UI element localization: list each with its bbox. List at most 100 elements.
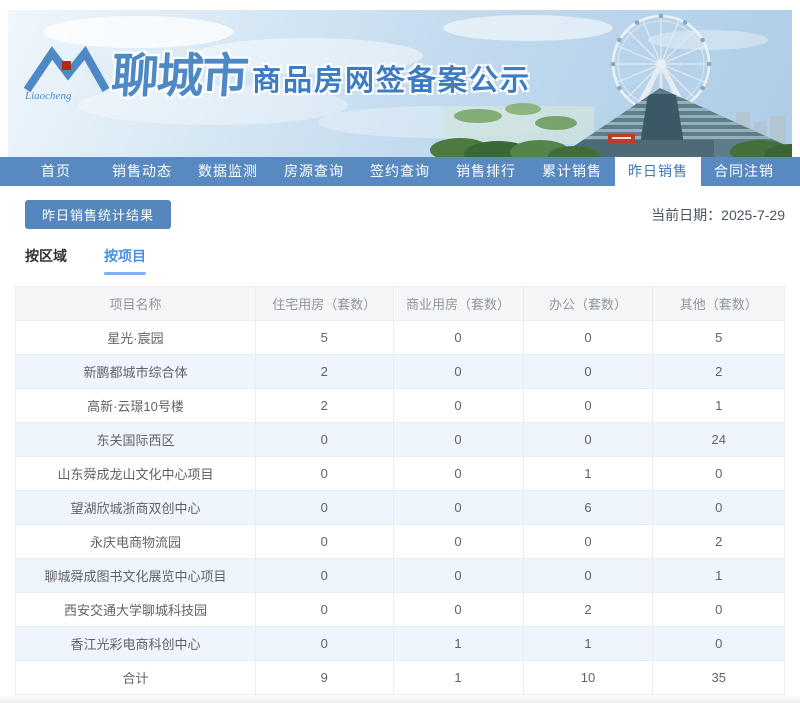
- view-tab-by-project[interactable]: 按项目: [104, 246, 146, 275]
- project-name-cell: 望湖欣城浙商双创中心: [15, 490, 256, 525]
- clouds-graphic: [43, 15, 768, 138]
- count-cell: 0: [522, 558, 654, 593]
- count-cell: 0: [392, 456, 524, 491]
- city-name-calligraphy: 聊城市: [109, 50, 249, 103]
- count-cell: 0: [392, 558, 524, 593]
- count-cell: 0: [652, 626, 785, 661]
- count-cell: 0: [392, 592, 524, 627]
- table-body: 星光·宸园 5 0 0 5 新鹏都城市综合体 2 0 0 2 高新·云璟10号楼 2 0 0 1 东关国际西区…: [15, 320, 785, 695]
- view-tab-by-region[interactable]: 按区域: [25, 246, 67, 275]
- main-nav: 首页 销售动态 数据监测 房源查询 签约查询 销售排行 累计销售 昨日销售 合同注销: [0, 157, 800, 186]
- column-header: 办公（套数）: [522, 286, 654, 321]
- current-date-label: 当前日期：: [651, 206, 722, 223]
- nav-item-listing-query[interactable]: 房源查询: [284, 163, 344, 179]
- count-cell: 24: [652, 422, 785, 457]
- view-tabs: 按区域 按项目: [25, 246, 800, 275]
- count-cell: 0: [254, 626, 394, 661]
- column-header: 其他（套数）: [652, 286, 785, 321]
- site-title: 商品房网签备案公示: [252, 65, 532, 97]
- project-name-cell: 新鹏都城市综合体: [15, 354, 256, 389]
- nav-item-contract-cancellation[interactable]: 合同注销: [714, 163, 774, 179]
- logo-red-square: [62, 61, 71, 70]
- project-name-cell: 山东舜成龙山文化中心项目: [15, 456, 256, 491]
- count-cell: 5: [254, 320, 394, 355]
- count-cell: 1: [522, 626, 654, 661]
- count-cell: 2: [652, 524, 785, 559]
- count-cell: 6: [522, 490, 654, 525]
- table-row: 永庆电商物流园 0 0 0 2: [15, 524, 785, 559]
- table-row: 星光·宸园 5 0 0 5: [15, 320, 785, 355]
- count-cell: 0: [522, 354, 654, 389]
- table-row: 望湖欣城浙商双创中心 0 0 6 0: [15, 490, 785, 525]
- count-cell: 0: [254, 456, 394, 491]
- nav-item-home[interactable]: 首页: [41, 163, 71, 179]
- project-name-cell: 星光·宸园: [15, 320, 256, 355]
- count-cell: 0: [392, 320, 524, 355]
- table-row: 聊城舜成图书文化展览中心项目 0 0 0 1: [15, 558, 785, 593]
- count-cell: 10: [522, 660, 654, 695]
- count-cell: 0: [392, 388, 524, 423]
- view-tab-label: 按项目: [104, 248, 146, 264]
- project-name-cell: 高新·云璟10号楼: [15, 388, 256, 423]
- table-row: 新鹏都城市综合体 2 0 0 2: [15, 354, 785, 389]
- count-cell: 1: [392, 660, 524, 695]
- water-islands-graphic: [444, 103, 594, 144]
- banner-landscape-graphic: [43, 13, 792, 157]
- current-date: 当前日期：2025-7-29: [651, 205, 785, 225]
- nav-item-signing-query[interactable]: 签约查询: [370, 163, 430, 179]
- count-cell: 2: [652, 354, 785, 389]
- view-tab-label: 按区域: [25, 248, 67, 264]
- nav-item-cumulative-sales[interactable]: 累计销售: [542, 163, 602, 179]
- table-row: 山东舜成龙山文化中心项目 0 0 1 0: [15, 456, 785, 491]
- count-cell: 35: [652, 660, 785, 695]
- count-cell: 0: [392, 490, 524, 525]
- current-date-value: 2025-7-29: [721, 206, 785, 223]
- project-name-cell: 合计: [15, 660, 256, 695]
- project-name-cell: 西安交通大学聊城科技园: [15, 592, 256, 627]
- count-cell: 0: [652, 456, 785, 491]
- active-tab-underline: [25, 272, 67, 275]
- liaocheng-logo-icon: Liaocheng: [23, 45, 110, 102]
- nav-item-yesterday-sales[interactable]: 昨日销售: [615, 157, 701, 186]
- project-name-cell: 香江光彩电商科创中心: [15, 626, 256, 661]
- yesterday-sales-report-button[interactable]: 昨日销售统计结果: [25, 200, 172, 229]
- count-cell: 0: [522, 320, 654, 355]
- count-cell: 0: [254, 558, 394, 593]
- logo-script-text: Liaocheng: [24, 90, 72, 102]
- count-cell: 0: [254, 490, 394, 525]
- table-row: 东关国际西区 0 0 0 24: [15, 422, 785, 457]
- column-header: 项目名称: [15, 286, 256, 321]
- count-cell: 0: [392, 524, 524, 559]
- trees-graphic: [430, 138, 792, 157]
- page-bottom-gradient: [0, 695, 800, 703]
- count-cell: 0: [254, 592, 394, 627]
- count-cell: 0: [392, 422, 524, 457]
- count-cell: 2: [254, 354, 394, 389]
- nav-item-sales-dynamics[interactable]: 销售动态: [112, 163, 172, 179]
- count-cell: 1: [392, 626, 524, 661]
- count-cell: 0: [522, 422, 654, 457]
- count-cell: 1: [652, 558, 785, 593]
- site-banner: Liaocheng 聊城市 商品房网签备案公示: [8, 10, 792, 157]
- sales-table-wrap: 项目名称 住宅用房（套数） 商业用房（套数） 办公（套数） 其他（套数） 星光·宸园 5 0…: [15, 286, 785, 695]
- nav-item-sales-ranking[interactable]: 销售排行: [456, 163, 516, 179]
- brand-block: Liaocheng 聊城市 商品房网签备案公示: [22, 36, 531, 106]
- project-name-cell: 聊城舜成图书文化展览中心项目: [15, 558, 256, 593]
- count-cell: 1: [652, 388, 785, 423]
- count-cell: 0: [522, 388, 654, 423]
- table-row: 香江光彩电商科创中心 0 1 1 0: [15, 626, 785, 661]
- count-cell: 0: [522, 524, 654, 559]
- column-header: 住宅用房（套数）: [254, 286, 394, 321]
- count-cell: 1: [522, 456, 654, 491]
- column-header: 商业用房（套数）: [392, 286, 524, 321]
- count-cell: 0: [392, 354, 524, 389]
- count-cell: 5: [652, 320, 785, 355]
- table-row: 高新·云璟10号楼 2 0 0 1: [15, 388, 785, 423]
- count-cell: 0: [254, 524, 394, 559]
- nav-item-data-monitoring[interactable]: 数据监测: [198, 163, 258, 179]
- toolbar: 昨日销售统计结果 当前日期：2025-7-29: [25, 200, 785, 229]
- count-cell: 0: [652, 592, 785, 627]
- count-cell: 0: [254, 422, 394, 457]
- table-total-row: 合计 9 1 10 35: [15, 660, 785, 695]
